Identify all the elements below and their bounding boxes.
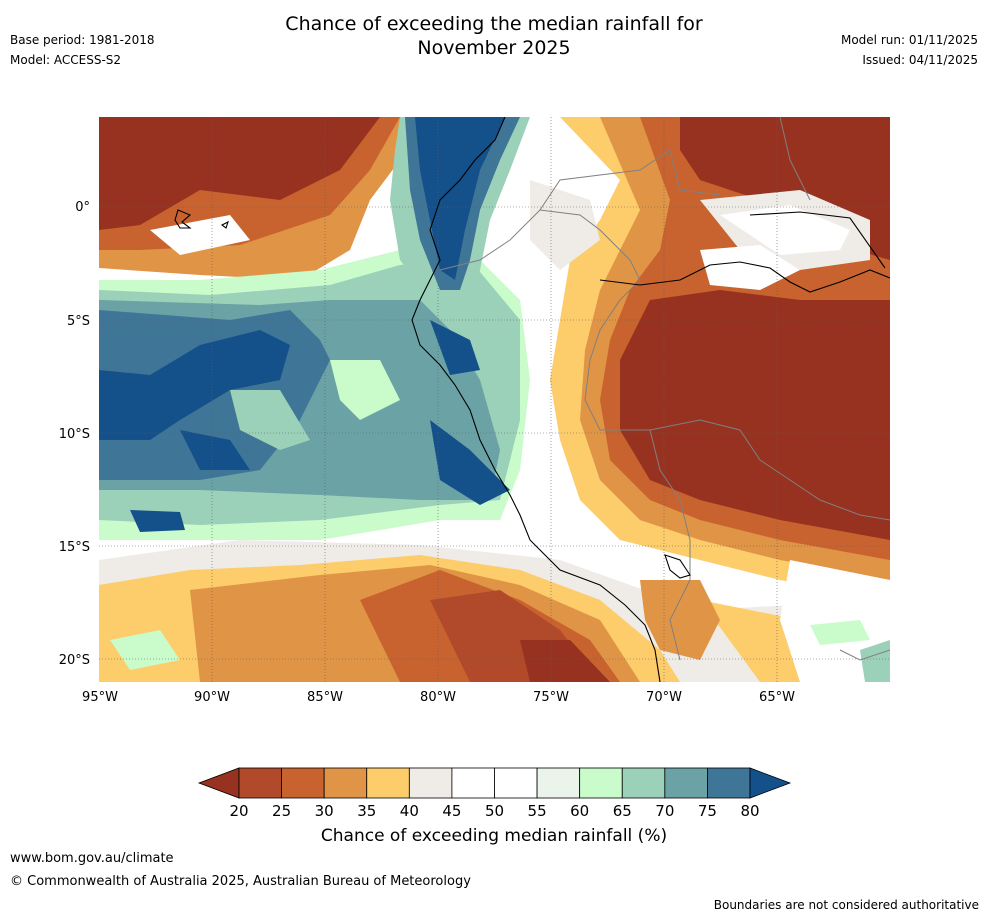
title-line-2: November 2025 xyxy=(417,37,571,59)
colorbar-arrow-left xyxy=(197,767,240,799)
meta-left: Base period: 1981-2018 Model: ACCESS-S2 xyxy=(10,30,155,70)
lat-label-20s: 20°S xyxy=(59,653,90,668)
colorbar-cell xyxy=(707,767,751,799)
map-title: Chance of exceeding the median rainfall … xyxy=(0,12,988,60)
colorbar-arrow-right xyxy=(749,767,792,799)
issued-date: Issued: 04/11/2025 xyxy=(862,53,978,67)
lat-label-5s: 5°S xyxy=(67,314,90,329)
colorbar-tick-label: 45 xyxy=(442,802,461,820)
colorbar-tick-label: 80 xyxy=(740,802,759,820)
colorbar-tick-label: 25 xyxy=(272,802,291,820)
model-name: Model: ACCESS-S2 xyxy=(10,53,122,67)
colorbar-tick-label: 50 xyxy=(485,802,504,820)
lon-label-80w: 80°W xyxy=(420,690,456,705)
colorbar-cell xyxy=(366,767,410,799)
footer-url: www.bom.gov.au/climate xyxy=(10,851,174,866)
colorbar-cell xyxy=(281,767,325,799)
colorbar-ticks: 20 25 30 35 40 45 50 55 60 65 70 75 80 xyxy=(229,802,759,820)
lon-label-75w: 75°W xyxy=(533,690,569,705)
colorbar-tick-label: 40 xyxy=(400,802,419,820)
footer-copyright: © Commonwealth of Australia 2025, Austra… xyxy=(10,874,471,889)
colorbar-cell xyxy=(408,767,453,799)
title-line-1: Chance of exceeding the median rainfall … xyxy=(285,13,703,35)
colorbar-tick-label: 70 xyxy=(655,802,674,820)
lat-label-0: 0° xyxy=(75,200,90,215)
colorbar-tick-label: 35 xyxy=(357,802,376,820)
footer-note: Boundaries are not considered authoritat… xyxy=(713,898,979,912)
coastline xyxy=(174,117,890,682)
colorbar: 20 25 30 35 40 45 50 55 60 65 70 75 80 xyxy=(197,767,792,820)
lon-label-90w: 90°W xyxy=(194,690,230,705)
lon-label-70w: 70°W xyxy=(646,690,682,705)
colorbar-tick-label: 30 xyxy=(315,802,334,820)
colorbar-tick-label: 75 xyxy=(698,802,717,820)
colorbar-cell xyxy=(494,767,538,799)
base-period: Base period: 1981-2018 xyxy=(10,33,155,47)
model-run: Model run: 01/11/2025 xyxy=(840,33,978,47)
colorbar-tick-label: 60 xyxy=(570,802,589,820)
lon-label-85w: 85°W xyxy=(307,690,343,705)
colorbar-cell xyxy=(579,767,623,799)
meta-right: Model run: 01/11/2025 Issued: 04/11/2025 xyxy=(841,30,978,70)
colorbar-tick-label: 65 xyxy=(613,802,632,820)
colorbar-cell xyxy=(664,767,708,799)
colorbar-cell xyxy=(451,767,495,799)
lat-label-15s: 15°S xyxy=(59,540,90,555)
country-borders xyxy=(439,117,890,661)
rainfall-probability-field xyxy=(99,117,890,682)
lon-label-95w: 95°W xyxy=(82,690,118,705)
colorbar-cell xyxy=(536,767,581,799)
colorbar-tick-label: 55 xyxy=(528,802,547,820)
colorbar-tick-label: 20 xyxy=(229,802,248,820)
colorbar-cell xyxy=(323,767,368,799)
colorbar-label: Chance of exceeding median rainfall (%) xyxy=(320,826,668,846)
colorbar-cell xyxy=(621,767,666,799)
lon-label-65w: 65°W xyxy=(759,690,795,705)
colorbar-cell xyxy=(238,767,282,799)
colorbar-cells xyxy=(238,767,751,799)
lat-label-10s: 10°S xyxy=(59,427,90,442)
graticule xyxy=(99,117,890,682)
